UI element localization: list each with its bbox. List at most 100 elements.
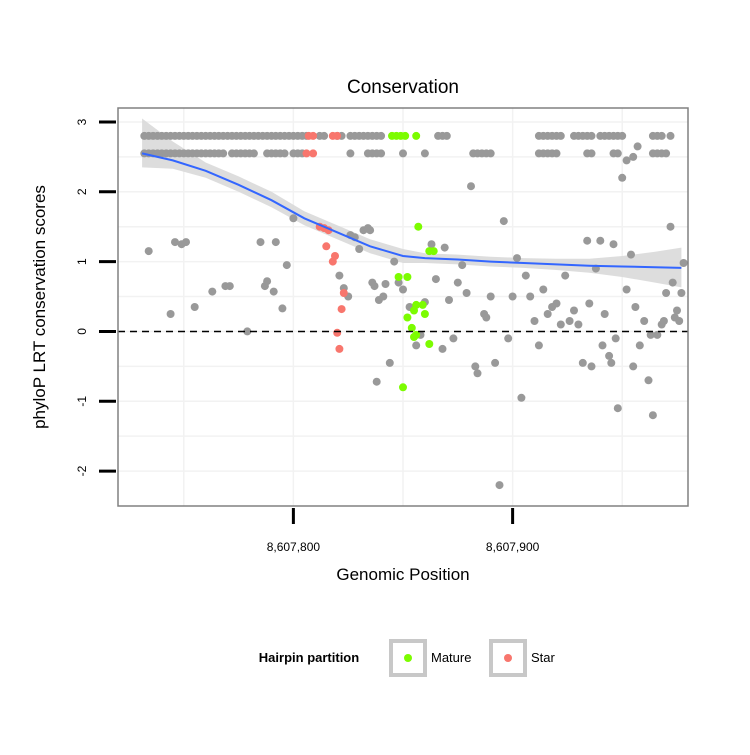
data-point-other [570,306,578,315]
confidence-band-layer [142,118,682,288]
y-axis-title: phyloP LRT conservation scores [30,185,49,429]
data-point-other [587,149,596,158]
data-point-mature [401,131,410,140]
data-point-other [677,289,686,297]
data-point-other [438,344,447,353]
data-point-other [587,131,596,140]
data-point-other [427,240,436,249]
data-point-other [471,362,480,371]
data-point-other [657,131,666,140]
data-points [140,131,688,490]
data-point-star [309,149,318,158]
data-point-other [495,481,504,490]
data-point-other [482,313,491,322]
data-point-star [309,131,318,140]
data-point-other [278,304,287,313]
data-point-mature [429,247,438,256]
x-axis-title: Genomic Position [336,565,469,584]
data-point-mature [412,131,421,140]
y-axis: -2 -1 0 1 2 3 [75,118,116,476]
data-point-mature [410,306,418,315]
y-tick-label: 0 [75,328,89,335]
data-point-other [596,236,605,245]
data-point-other [629,362,638,371]
data-point-other [486,292,495,301]
data-point-mature [414,222,423,231]
plot-panel-border [117,107,689,507]
y-tick-label: 3 [75,118,89,125]
data-point-star [322,242,331,251]
data-point-other [653,330,662,339]
data-point-other [633,142,642,151]
data-point-other [556,320,565,329]
data-point-other [412,341,421,350]
legend-dot-star [504,654,512,662]
legend-label-star: Star [531,650,556,665]
data-point-other [611,334,620,343]
data-point-other [618,173,627,182]
data-point-other [219,149,228,158]
series-mature [388,131,438,392]
data-point-mature [410,333,418,341]
data-point-other [578,358,587,367]
data-point-other [462,289,471,297]
data-point-mature [418,300,427,309]
data-point-other [552,299,561,308]
data-point-other [552,149,561,158]
data-point-other [190,303,199,311]
data-point-other [517,393,526,402]
data-point-other [320,131,329,140]
data-point-other [561,271,570,280]
chart-title: Conservation [347,77,459,98]
data-point-other [449,334,458,343]
data-point-other [587,362,596,371]
data-point-other [346,149,355,158]
y-tick-label: 2 [75,188,89,195]
data-point-other [499,217,508,226]
data-point-other [370,282,379,291]
data-point-other [598,341,607,350]
data-point-other [646,330,655,339]
data-point-other [521,271,530,280]
data-point-other [526,292,535,301]
data-point-mature [394,273,403,281]
data-point-other [622,156,631,165]
data-point-other [662,149,671,158]
data-point-other [635,341,644,350]
data-point-other [631,303,640,311]
data-point-other [607,358,616,367]
data-point-other [618,131,627,140]
data-point-other [467,182,475,191]
data-point-other [534,341,543,350]
data-point-other [379,292,388,301]
data-point-other [171,238,179,247]
legend: Hairpin partition Mature Star [259,639,556,677]
data-point-other [458,261,467,270]
data-point-mature [425,340,434,348]
data-point-other [271,238,280,247]
data-point-other [627,250,635,259]
smooth-line [141,152,682,269]
data-point-other [473,369,482,378]
data-point-other [263,277,272,286]
data-point-other [394,278,403,287]
data-point-star [333,131,342,140]
data-point-other [289,214,298,223]
data-point-other [377,131,386,140]
data-point-other [381,280,390,288]
data-point-other [556,131,565,140]
data-point-other [385,358,394,367]
data-point-other [453,278,462,287]
data-point-mature [420,310,429,318]
y-tick-label: -1 [75,396,89,407]
data-point-other [243,327,252,336]
data-point-other [662,289,671,297]
data-point-other [166,310,175,318]
data-point-other [445,296,453,304]
data-point-other [605,351,614,360]
data-point-other [565,317,574,325]
data-point-other [543,310,552,318]
data-point-star [328,257,337,266]
data-point-other [622,285,631,294]
data-point-other [508,292,517,301]
